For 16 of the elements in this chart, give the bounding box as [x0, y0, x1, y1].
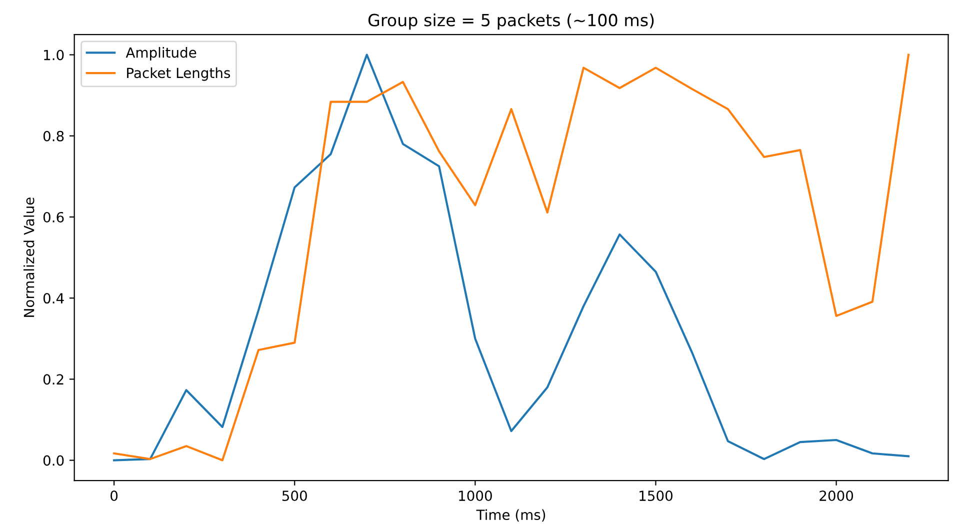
x-tick-label: 500: [282, 490, 307, 502]
x-tick-label: 2000: [820, 490, 854, 502]
x-axis-title: Time (ms): [476, 509, 546, 522]
y-tick-label: 1.0: [44, 50, 64, 60]
chart-title: Group size = 5 packets (~100 ms): [368, 14, 654, 30]
y-tick-label: 0.8: [43, 130, 64, 142]
y-tick-label: 0.0: [43, 455, 64, 466]
x-tick-label: 0: [110, 490, 118, 502]
legend-label: Amplitude: [126, 47, 196, 60]
y-tick-label: 0.4: [43, 293, 64, 304]
y-tick-label: 0.6: [43, 212, 64, 222]
x-tick-label: 1500: [640, 490, 672, 502]
y-tick-label: 0.2: [43, 374, 64, 385]
legend-label: Packet Lengths: [127, 67, 230, 81]
x-tick-label: 1000: [459, 490, 492, 502]
y-axis-title: Normalized Value: [24, 198, 34, 317]
